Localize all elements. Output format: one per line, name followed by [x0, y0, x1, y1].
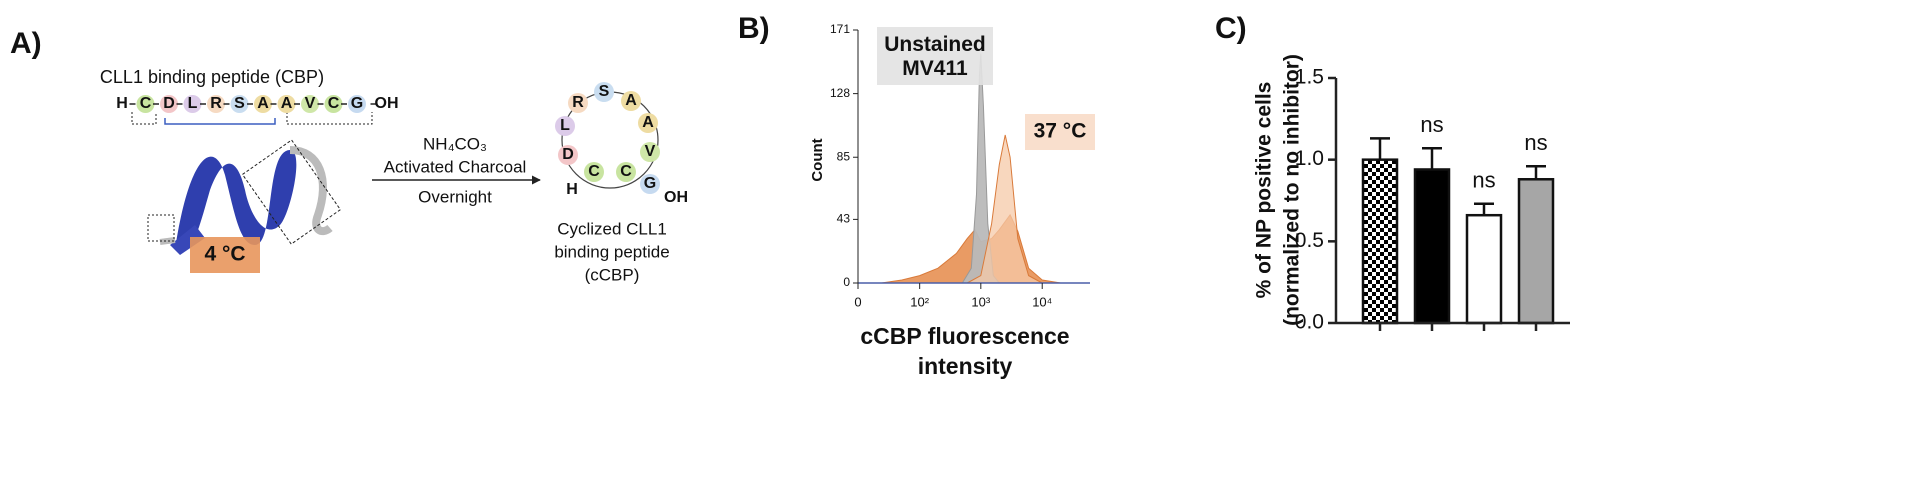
helix-drawing — [131, 91, 659, 255]
y-tick-label: 0.5 — [1295, 229, 1324, 252]
y-tick-label: 0 — [843, 275, 850, 289]
residue: A — [642, 114, 654, 131]
y-axis-label: Count — [809, 138, 826, 181]
residue-circle — [555, 116, 575, 136]
residue-circle — [638, 113, 658, 133]
x-axis-label: cCBP fluorescence — [860, 323, 1069, 349]
label-box — [190, 237, 260, 273]
residue: C — [140, 95, 152, 112]
x-tick-label: 10⁴ — [1032, 294, 1052, 309]
reagent: NH₄CO₃ — [423, 134, 487, 153]
residue-circle — [568, 93, 588, 113]
charts: B) 4 °C Unstained MV411 37 °C 0 43 85 128 171 0 10²… — [190, 12, 1570, 379]
y-axis-label: (normalized to no inhibitor) — [1281, 54, 1304, 326]
residue: H — [566, 181, 578, 198]
residue-circle — [230, 95, 249, 113]
x-tick-label: 10³ — [971, 294, 990, 309]
condition: Overnight — [418, 187, 492, 206]
y-tick-label: 128 — [830, 86, 850, 100]
series-label: 37 °C — [1034, 120, 1087, 143]
product-label: binding peptide — [554, 242, 669, 261]
residue: A — [257, 95, 269, 112]
y-tick-label: 43 — [837, 212, 851, 226]
residue: OH — [664, 189, 688, 206]
product-label: Cyclized CLL1 — [557, 219, 667, 238]
bar — [1361, 158, 1399, 325]
residue-circle — [207, 95, 225, 113]
significance-label: ns — [1472, 168, 1495, 193]
residue: R — [572, 94, 584, 111]
residue-circle — [584, 162, 604, 182]
residue: C — [588, 163, 600, 180]
panel-label: A) — [10, 27, 42, 60]
residue: C — [328, 95, 340, 112]
residue-circle — [254, 95, 272, 113]
residue: V — [305, 95, 316, 112]
residue: L — [560, 117, 570, 134]
residue-circle — [616, 162, 636, 182]
y-axis-label: % of NP positive cells — [1253, 82, 1276, 299]
residue: OH — [375, 95, 399, 112]
significance-label: ns — [1524, 130, 1547, 155]
panel-a: A)CLL1 binding peptide (CBP)H C D L R S A A V C G O… — [10, 27, 688, 285]
residue: S — [234, 95, 245, 112]
residue: S — [599, 83, 610, 100]
series-label: Unstained MV411 — [884, 33, 986, 80]
residue: G — [351, 95, 363, 112]
x-tick-label: 10² — [910, 294, 929, 309]
bar — [1517, 178, 1555, 325]
residue: D — [163, 95, 175, 112]
residue-circle — [183, 95, 202, 113]
residue: C — [620, 163, 632, 180]
x-tick-label: 0 — [854, 294, 861, 309]
reagent: Activated Charcoal — [384, 157, 527, 176]
residue-circle — [301, 95, 319, 113]
residue-circle — [558, 145, 578, 165]
residue: R — [210, 95, 222, 112]
label-box — [1025, 114, 1095, 150]
residue-circle — [348, 95, 366, 113]
residue-circle — [640, 142, 660, 162]
y-tick-label: 1.5 — [1295, 66, 1324, 89]
panel-label: B) — [738, 12, 770, 45]
histogram-area — [966, 134, 1043, 284]
residue-circle — [594, 82, 614, 102]
bar — [1413, 168, 1451, 325]
y-tick-label: 171 — [830, 22, 850, 36]
residue: L — [188, 95, 198, 112]
series-label: 4 °C — [204, 243, 245, 266]
y-tick-label: 0.0 — [1295, 311, 1324, 334]
residue: A — [625, 92, 637, 109]
label-line: MV411 — [902, 57, 968, 80]
residue-circle — [277, 95, 296, 113]
panel-label: C) — [1215, 12, 1247, 45]
peptide-title: CLL1 binding peptide (CBP) — [100, 67, 324, 87]
residue: H — [116, 95, 128, 112]
residue: D — [562, 146, 574, 163]
residue-circle — [160, 95, 178, 113]
residue-circle — [621, 91, 641, 111]
residue: V — [645, 143, 656, 160]
x-axis-label: intensity — [918, 353, 1013, 379]
label-box — [877, 27, 993, 85]
y-tick-label: 1.0 — [1295, 147, 1324, 170]
bar — [1465, 213, 1503, 325]
residue: G — [644, 175, 656, 192]
significance-label: ns — [1420, 112, 1443, 137]
residue-circle — [324, 95, 343, 113]
product-label: (cCBP) — [585, 265, 640, 284]
label-line: Unstained — [884, 33, 986, 56]
y-tick-label: 85 — [837, 149, 851, 163]
residue-circle — [136, 95, 155, 113]
residue-circle — [640, 174, 660, 194]
residue: A — [281, 95, 293, 112]
